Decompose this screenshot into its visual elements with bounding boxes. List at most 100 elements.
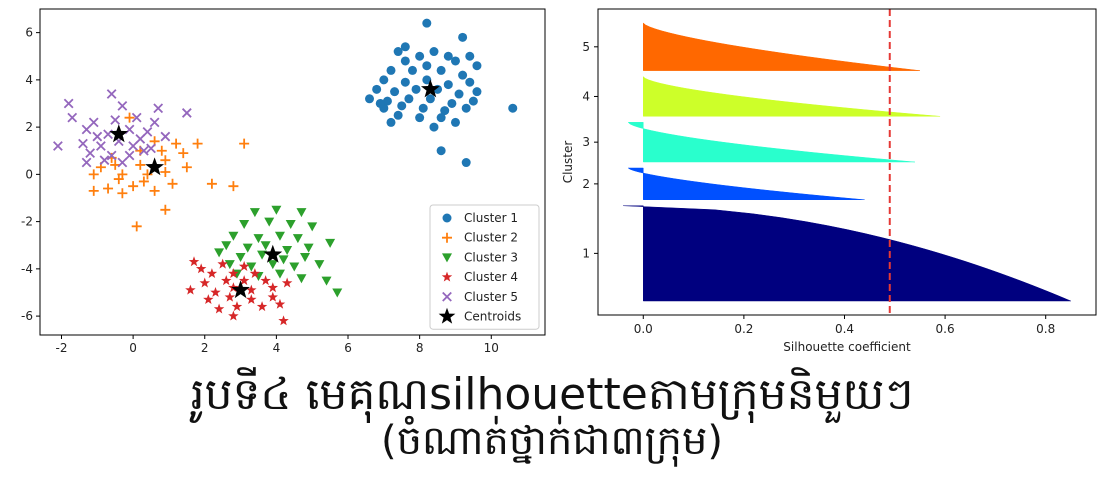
data-point <box>88 185 99 196</box>
y-tick-label: -4 <box>21 262 33 276</box>
legend-box <box>429 204 540 330</box>
data-point <box>188 256 200 267</box>
data-point <box>63 98 74 109</box>
data-point <box>206 178 217 189</box>
data-point <box>92 131 103 142</box>
centroid-marker <box>145 157 165 176</box>
data-point <box>282 245 293 255</box>
data-point <box>271 205 282 215</box>
data-point <box>238 275 250 286</box>
data-point <box>81 124 92 135</box>
plot-frame <box>597 8 1097 316</box>
data-point <box>160 204 171 215</box>
data-point <box>228 310 239 321</box>
series-cluster-1 <box>365 18 518 168</box>
legend-label: Cluster 3 <box>464 250 518 264</box>
data-point <box>224 260 235 270</box>
data-point <box>206 268 218 279</box>
data-point <box>390 87 400 97</box>
centroid-marker <box>420 79 440 98</box>
x-tick-label: 2 <box>201 341 209 355</box>
data-point <box>228 181 239 192</box>
centroid-marker <box>263 244 283 263</box>
data-point <box>235 253 246 263</box>
series-centroids <box>109 79 440 299</box>
data-point <box>296 208 307 218</box>
data-point <box>192 138 203 149</box>
plot-frame <box>39 8 546 336</box>
data-point <box>213 303 225 314</box>
data-point <box>274 298 286 309</box>
data-point <box>224 291 236 302</box>
centroid-marker <box>109 124 129 143</box>
data-point <box>415 113 425 123</box>
data-point <box>246 262 257 272</box>
data-point <box>260 241 271 251</box>
data-point <box>117 188 128 199</box>
data-point <box>264 217 275 227</box>
data-point <box>465 51 475 61</box>
data-point <box>436 65 446 75</box>
data-point <box>128 181 139 192</box>
data-point <box>267 282 279 293</box>
data-point <box>53 141 63 151</box>
data-point <box>85 148 96 158</box>
y-tick-label: -2 <box>21 215 33 229</box>
x-tick-label: 4 <box>273 341 281 355</box>
data-point <box>88 169 99 180</box>
data-point <box>239 219 250 229</box>
data-point <box>382 96 392 106</box>
series-cluster-4 <box>185 256 293 326</box>
caption-subtitle: (ចំណាត់ថ្នាក់ជា៣ក្រុម) <box>381 418 723 464</box>
data-point <box>138 176 149 187</box>
legend-label: Cluster 5 <box>464 290 518 304</box>
x-tick-label: -2 <box>56 341 68 355</box>
data-point <box>149 185 160 196</box>
legend-label: Centroids <box>464 310 521 324</box>
data-point <box>296 274 307 284</box>
data-point <box>203 294 214 305</box>
data-point <box>285 219 296 229</box>
silhouette-band-cluster-2 <box>627 167 865 200</box>
data-point <box>365 94 375 104</box>
data-point <box>181 162 192 173</box>
data-point <box>142 169 153 180</box>
data-point <box>443 80 453 90</box>
data-point <box>156 145 167 156</box>
y-tick-label: 4 <box>582 89 590 103</box>
y-tick-label: 3 <box>582 135 590 149</box>
data-point <box>303 243 314 253</box>
data-point <box>195 263 207 274</box>
silhouette-band-cluster-5 <box>642 22 920 71</box>
y-tick-label: 1 <box>582 246 590 260</box>
data-point <box>257 250 268 260</box>
data-point <box>429 47 439 57</box>
data-point <box>436 113 446 123</box>
data-point <box>103 183 114 194</box>
data-point <box>411 84 421 94</box>
y-tick-label: 4 <box>25 73 33 87</box>
data-point <box>78 138 88 149</box>
data-point <box>458 70 468 80</box>
data-point <box>96 141 106 151</box>
data-point <box>256 301 268 312</box>
data-point <box>400 42 410 52</box>
data-point <box>465 77 475 87</box>
data-point <box>128 141 139 151</box>
y-tick-label: 2 <box>582 177 590 191</box>
data-point <box>106 89 117 99</box>
legend-marker <box>441 271 453 282</box>
data-point <box>436 146 446 156</box>
data-point <box>418 103 428 113</box>
data-point <box>160 131 171 142</box>
y-tick-label: -6 <box>21 309 33 323</box>
x-tick-label: 0.4 <box>835 322 854 336</box>
data-point <box>249 268 261 279</box>
data-point <box>429 122 439 132</box>
data-point <box>386 117 396 127</box>
x-tick-label: 0.6 <box>936 322 955 336</box>
data-point <box>142 126 153 137</box>
data-point <box>228 268 239 279</box>
data-point <box>400 56 410 66</box>
